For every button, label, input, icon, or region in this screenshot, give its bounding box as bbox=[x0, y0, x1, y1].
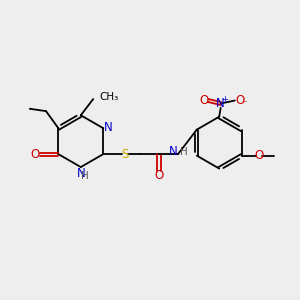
Text: S: S bbox=[121, 148, 128, 160]
Text: O: O bbox=[254, 149, 263, 162]
Text: +: + bbox=[221, 95, 228, 104]
Text: N: N bbox=[169, 145, 178, 158]
Text: ⁻: ⁻ bbox=[241, 99, 246, 109]
Text: O: O bbox=[30, 148, 39, 160]
Text: CH₃: CH₃ bbox=[100, 92, 119, 102]
Text: N: N bbox=[216, 97, 225, 110]
Text: O: O bbox=[199, 94, 208, 107]
Text: H: H bbox=[180, 147, 188, 157]
Text: N: N bbox=[76, 167, 85, 180]
Text: N: N bbox=[103, 121, 112, 134]
Text: O: O bbox=[154, 169, 164, 182]
Text: H: H bbox=[81, 171, 89, 181]
Text: O: O bbox=[235, 94, 244, 107]
